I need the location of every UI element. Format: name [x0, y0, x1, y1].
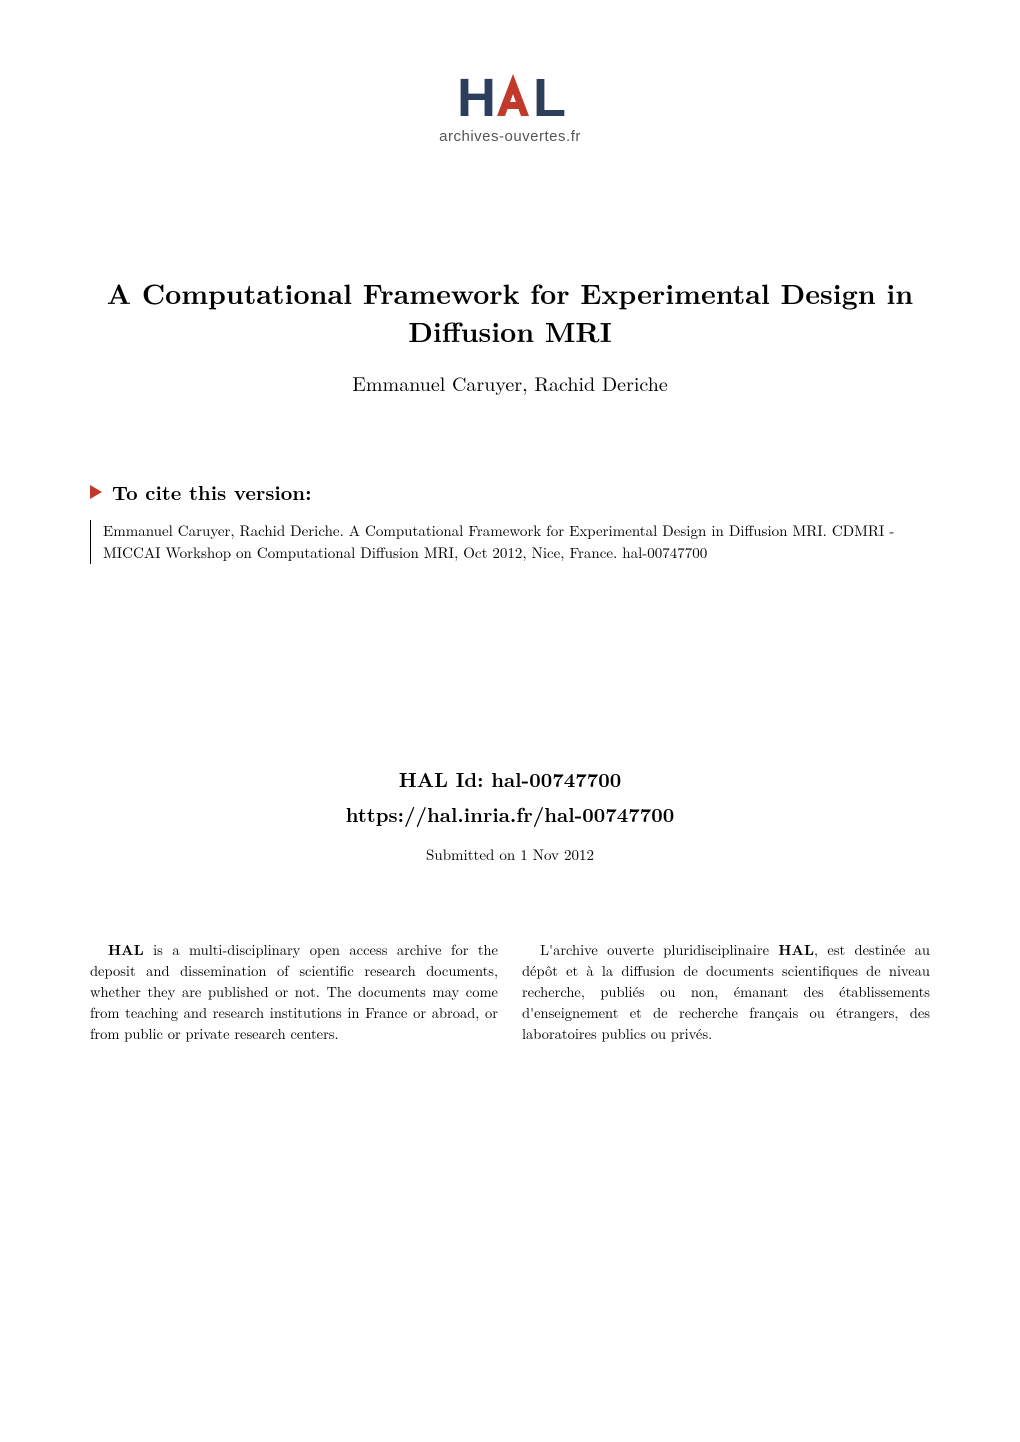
desc-fr-hal: HAL [778, 940, 814, 960]
logo-subtitle: archives-ouvertes.fr [439, 128, 581, 145]
submitted-date: Submitted on 1 Nov 2012 [90, 844, 930, 865]
cite-title: To cite this version: [112, 477, 311, 506]
cite-section: To cite this version: Emmanuel Caruyer, … [90, 477, 930, 564]
hal-id-section: HAL Id: hal-00747700 https://hal.inria.f… [90, 764, 930, 828]
citation-text: Emmanuel Caruyer, Rachid Deriche. A Comp… [90, 520, 930, 564]
hal-url: https://hal.inria.fr/hal-00747700 [90, 799, 930, 828]
desc-en-text: is a multi-disciplinary open access arch… [90, 940, 498, 1044]
paper-title: A Computational Framework for Experiment… [90, 275, 930, 351]
hal-id: HAL Id: hal-00747700 [90, 764, 930, 793]
hal-logo: HL archives-ouvertes.fr [439, 70, 581, 145]
cite-header: To cite this version: [90, 477, 930, 506]
paper-authors: Emmanuel Caruyer, Rachid Deriche [90, 368, 930, 397]
logo-letter-l: L [533, 68, 563, 128]
description-columns: HAL is a multi-disciplinary open access … [90, 940, 930, 1045]
logo-letter-a [493, 70, 533, 122]
description-english: HAL is a multi-disciplinary open access … [90, 940, 498, 1045]
desc-en-hal: HAL [108, 940, 144, 960]
logo-text: HL [439, 70, 581, 122]
hal-logo-container: HL archives-ouvertes.fr [90, 70, 930, 145]
description-french: L'archive ouverte pluridisciplinaire HAL… [522, 940, 930, 1045]
desc-fr-prefix: L'archive ouverte pluridisciplinaire [540, 940, 778, 960]
logo-letter-h: H [457, 68, 493, 128]
triangle-icon [90, 485, 102, 499]
